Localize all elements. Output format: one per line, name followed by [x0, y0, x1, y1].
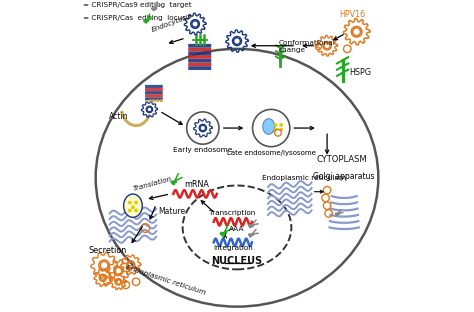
Text: Mature: Mature	[159, 207, 186, 217]
Text: Actin: Actin	[109, 112, 128, 121]
FancyBboxPatch shape	[145, 88, 163, 91]
Circle shape	[156, 99, 159, 102]
Text: Early endosome: Early endosome	[173, 147, 233, 153]
Text: Secretion: Secretion	[89, 246, 127, 256]
Circle shape	[134, 201, 138, 204]
FancyBboxPatch shape	[145, 85, 163, 88]
FancyBboxPatch shape	[145, 97, 163, 100]
FancyBboxPatch shape	[188, 44, 211, 48]
Circle shape	[134, 208, 138, 212]
Circle shape	[148, 99, 152, 102]
Text: CYTOPLASM: CYTOPLASM	[317, 155, 367, 163]
FancyBboxPatch shape	[188, 55, 211, 59]
Circle shape	[279, 128, 283, 131]
Text: Translation: Translation	[132, 176, 173, 192]
Ellipse shape	[263, 119, 274, 134]
Circle shape	[273, 123, 277, 127]
Text: Endoplasmic reticulum: Endoplasmic reticulum	[125, 264, 206, 296]
Text: HSPG: HSPG	[349, 68, 372, 77]
FancyBboxPatch shape	[188, 59, 211, 62]
Circle shape	[128, 201, 132, 204]
FancyBboxPatch shape	[188, 66, 211, 70]
Ellipse shape	[124, 194, 142, 217]
FancyBboxPatch shape	[145, 91, 163, 94]
Text: AAA: AAA	[229, 226, 245, 232]
Circle shape	[152, 99, 155, 102]
Circle shape	[128, 208, 132, 212]
Circle shape	[131, 205, 135, 209]
FancyBboxPatch shape	[188, 62, 211, 66]
Text: Integration: Integration	[213, 246, 253, 251]
Text: Late endosome/lysosome: Late endosome/lysosome	[227, 150, 316, 156]
Text: = CRISPR/Cas  editing  locus: = CRISPR/Cas editing locus	[83, 15, 186, 21]
Circle shape	[279, 123, 283, 127]
Text: mRNA: mRNA	[184, 180, 209, 189]
Text: Endoplasmic reticulum: Endoplasmic reticulum	[262, 175, 346, 182]
Text: Golgi apparatus: Golgi apparatus	[313, 173, 375, 182]
FancyBboxPatch shape	[188, 48, 211, 51]
Text: HPV16: HPV16	[339, 10, 365, 19]
Text: = CRISPR/Cas9 editing  target: = CRISPR/Cas9 editing target	[83, 2, 192, 8]
Circle shape	[273, 128, 277, 131]
Text: NUCLEUS: NUCLEUS	[211, 256, 263, 266]
Text: Endocytosis: Endocytosis	[150, 13, 193, 33]
Circle shape	[160, 99, 163, 102]
Text: Conformational
change: Conformational change	[279, 40, 336, 53]
Text: Transcription: Transcription	[209, 210, 255, 216]
FancyBboxPatch shape	[145, 94, 163, 97]
FancyBboxPatch shape	[188, 51, 211, 55]
